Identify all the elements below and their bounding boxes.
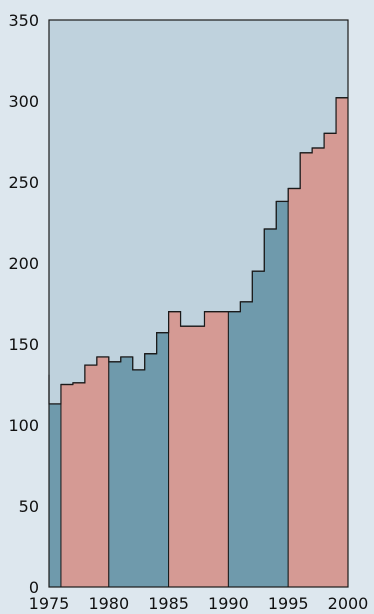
y-tick-label-0: 0: [29, 578, 39, 597]
segment-1976-1980: [60, 356, 110, 588]
segment-1975-1976: [48, 403, 62, 588]
segment-fills: [48, 97, 349, 588]
y-tick-label-100: 100: [8, 416, 39, 435]
y-tick-label-250: 250: [8, 173, 39, 192]
x-axis-tick-labels: 1975 1980 1985 1990 1995 2000: [29, 594, 369, 613]
x-tick-label-1980: 1980: [88, 594, 129, 613]
segment-1980-1985: [108, 332, 170, 588]
x-tick-label-2000: 2000: [328, 594, 369, 613]
step-outline: [48, 97, 348, 405]
x-tick-label-1990: 1990: [208, 594, 249, 613]
y-tick-label-350: 350: [8, 11, 39, 30]
segment-1985-1990: [168, 311, 229, 588]
x-tick-label-1975: 1975: [29, 594, 70, 613]
y-tick-label-50: 50: [19, 497, 39, 516]
y-tick-label-150: 150: [8, 335, 39, 354]
plot-frame: [48, 19, 349, 588]
x-tick-label-1985: 1985: [148, 594, 189, 613]
x-tick-label-1995: 1995: [268, 594, 309, 613]
y-tick-label-300: 300: [8, 92, 39, 111]
y-axis-tick-labels: 0 50 100 150 200 250 300 350: [8, 11, 39, 597]
y-tick-label-200: 200: [8, 254, 39, 273]
